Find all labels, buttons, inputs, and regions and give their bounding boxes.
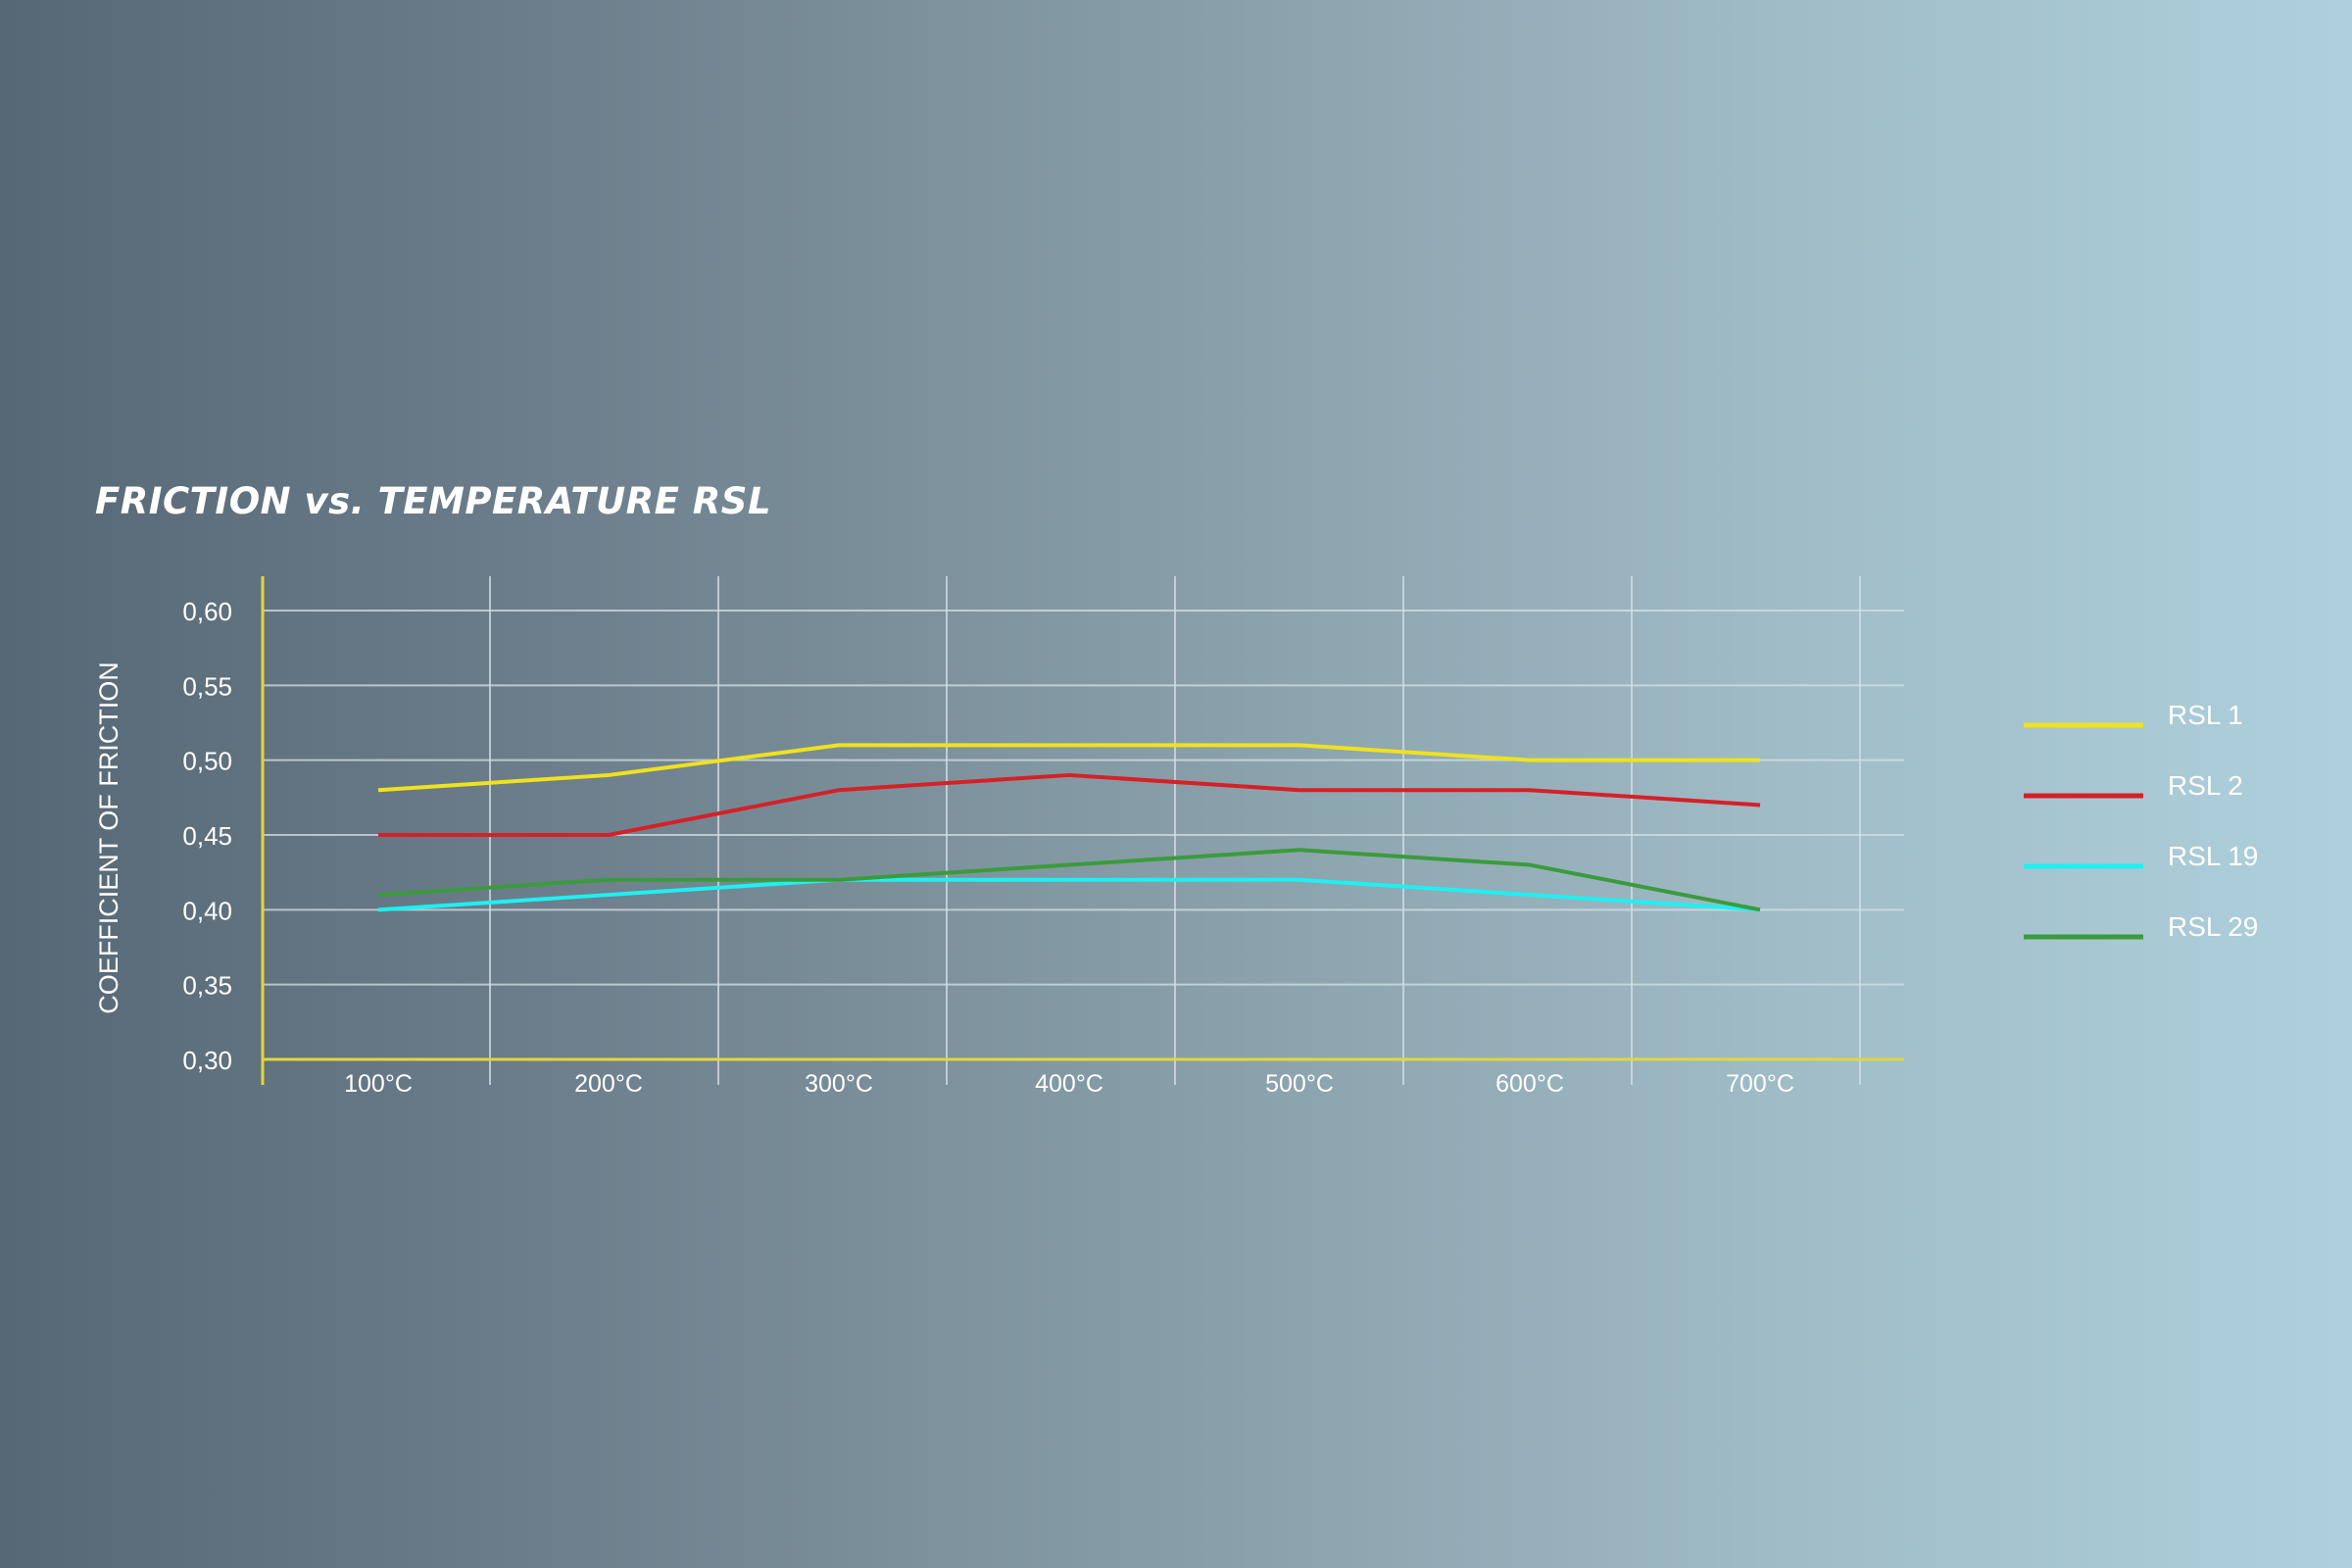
y-tick-label: 0,45: [182, 821, 232, 851]
x-tick-label: 700°C: [1726, 1070, 1794, 1098]
axis-layer: 0,30 0,35 0,40 0,45 0,50 0,55 0,60 100°C 200°C 30…: [182, 576, 1904, 1098]
x-tick-label: 100°C: [344, 1070, 413, 1098]
chart-title: FRICTION vs. TEMPERATURE RSL: [95, 480, 772, 522]
y-tick-label: 0,30: [182, 1046, 232, 1075]
x-tick-label: 600°C: [1495, 1070, 1564, 1098]
legend-label-rsl-2: RSL 2: [2168, 770, 2243, 801]
x-tick-label: 400°C: [1035, 1070, 1103, 1098]
grid-layer: [263, 576, 1904, 1085]
x-tick-label: 500°C: [1265, 1070, 1334, 1098]
y-axis-label: COEFFICIENT OF FRICTION: [94, 662, 123, 1014]
x-tick-label: 300°C: [805, 1070, 873, 1098]
legend-label-rsl-19: RSL 19: [2168, 841, 2258, 871]
legend-label-rsl-29: RSL 29: [2168, 911, 2258, 942]
legend: RSL 1 RSL 2 RSL 19 RSL 29: [2024, 700, 2258, 942]
series-line-rsl-2: [378, 772, 1761, 837]
x-tick-label: 200°C: [574, 1070, 643, 1098]
series-line-rsl-1: [377, 743, 1760, 793]
y-tick-label: 0,35: [182, 971, 232, 1001]
y-tick-label: 0,40: [182, 896, 232, 925]
y-tick-label: 0,60: [182, 597, 232, 626]
series-line-rsl-29: [377, 848, 1761, 912]
series-line-rsl-19: [377, 877, 1761, 912]
y-tick-label: 0,50: [182, 747, 232, 776]
legend-label-rsl-1: RSL 1: [2168, 700, 2243, 730]
y-tick-label: 0,55: [182, 671, 232, 701]
series-layer: [377, 743, 1761, 912]
